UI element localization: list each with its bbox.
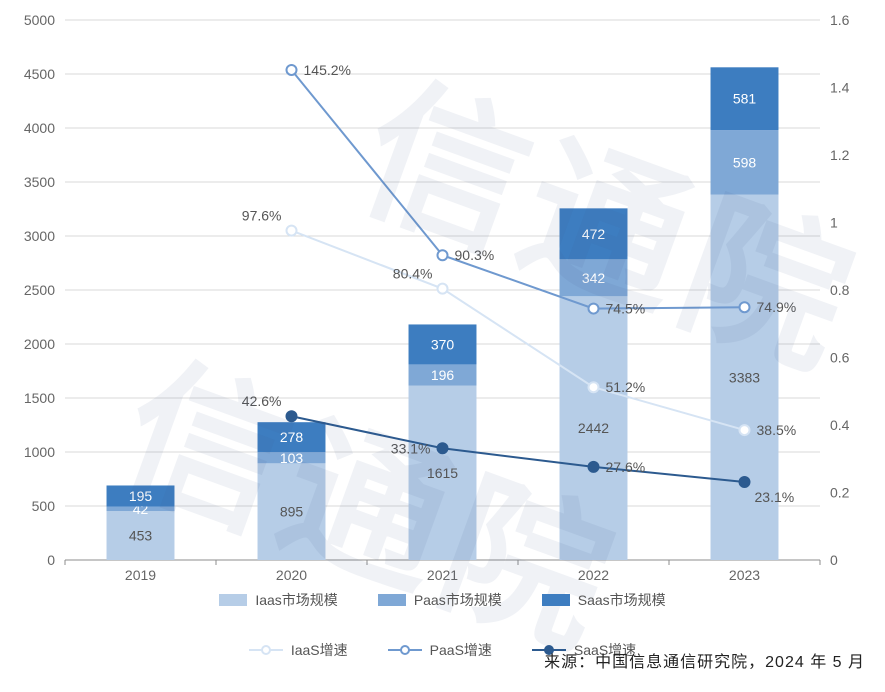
- y-right-tick: 1.4: [830, 80, 850, 96]
- line-paas_growth: [292, 70, 745, 309]
- marker-iaas_growth: [287, 226, 297, 236]
- bar-label: 453: [129, 528, 153, 544]
- bar-label: 278: [280, 429, 304, 445]
- line-point-label: 74.9%: [757, 299, 797, 315]
- y-right-tick: 0.6: [830, 350, 850, 366]
- bar-label: 342: [582, 270, 606, 286]
- marker-paas_growth: [438, 250, 448, 260]
- marker-saas_growth: [589, 462, 599, 472]
- legend-label: Iaas市场规模: [255, 590, 337, 610]
- bar-label: 1615: [427, 465, 458, 481]
- legend-label: PaaS增速: [430, 640, 492, 660]
- marker-paas_growth: [589, 304, 599, 314]
- chart-container: 信通院 信通院 05001000150020002500300035004000…: [0, 0, 885, 670]
- y-right-tick: 0.8: [830, 282, 850, 298]
- y-left-tick: 0: [47, 552, 55, 568]
- y-right-tick: 0: [830, 552, 838, 568]
- bar-label: 472: [582, 226, 606, 242]
- line-iaas_growth: [292, 231, 745, 430]
- x-tick: 2019: [125, 567, 156, 583]
- marker-paas_growth: [287, 65, 297, 75]
- bar-label: 370: [431, 336, 455, 352]
- y-left-tick: 2000: [24, 336, 55, 352]
- legend-swatch: [249, 643, 283, 657]
- legend-swatch: [378, 594, 406, 606]
- y-left-tick: 1000: [24, 444, 55, 460]
- marker-saas_growth: [438, 443, 448, 453]
- line-point-label: 74.5%: [606, 301, 646, 317]
- bar-label: 3383: [729, 369, 760, 385]
- legend-swatch: [388, 643, 422, 657]
- legend-item-paas_growth: PaaS增速: [388, 640, 492, 660]
- bar-label: 581: [733, 91, 757, 107]
- legend-item-paas_size: Paas市场规模: [378, 590, 502, 610]
- marker-paas_growth: [740, 302, 750, 312]
- legend-item-iaas_growth: IaaS增速: [249, 640, 348, 660]
- bar-label: 2442: [578, 420, 609, 436]
- y-left-tick: 2500: [24, 282, 55, 298]
- y-left-tick: 3500: [24, 174, 55, 190]
- line-point-label: 33.1%: [391, 440, 431, 456]
- y-left-tick: 5000: [24, 12, 55, 28]
- bar-label: 895: [280, 504, 304, 520]
- legend-swatch: [219, 594, 247, 606]
- y-left-tick: 1500: [24, 390, 55, 406]
- line-point-label: 51.2%: [606, 379, 646, 395]
- y-left-tick: 500: [32, 498, 56, 514]
- line-point-label: 27.6%: [606, 459, 646, 475]
- y-right-tick: 1.2: [830, 147, 850, 163]
- marker-iaas_growth: [740, 425, 750, 435]
- y-right-tick: 0.4: [830, 417, 850, 433]
- y-left-tick: 4500: [24, 66, 55, 82]
- line-point-label: 90.3%: [455, 247, 495, 263]
- x-tick: 2020: [276, 567, 307, 583]
- x-tick: 2023: [729, 567, 760, 583]
- marker-iaas_growth: [589, 382, 599, 392]
- legend-item-iaas_size: Iaas市场规模: [219, 590, 337, 610]
- line-point-label: 145.2%: [304, 62, 351, 78]
- y-left-tick: 4000: [24, 120, 55, 136]
- legend-label: Saas市场规模: [578, 590, 666, 610]
- y-right-tick: 1: [830, 215, 838, 231]
- x-tick: 2021: [427, 567, 458, 583]
- source-line: 来源：中国信息通信研究院，2024 年 5 月: [544, 648, 865, 672]
- x-tick: 2022: [578, 567, 609, 583]
- legend-label: Paas市场规模: [414, 590, 502, 610]
- marker-iaas_growth: [438, 284, 448, 294]
- bar-label: 598: [733, 154, 757, 170]
- marker-saas_growth: [740, 477, 750, 487]
- y-right-tick: 0.2: [830, 485, 850, 501]
- line-point-label: 97.6%: [242, 208, 282, 224]
- legend-swatch: [542, 594, 570, 606]
- chart-svg: 0 500 1000 1500 2000 2500 3000 3500 4000 4500 5000…: [0, 0, 885, 670]
- line-point-label: 80.4%: [393, 266, 433, 282]
- line-point-label: 42.6%: [242, 393, 282, 409]
- marker-saas_growth: [287, 411, 297, 421]
- line-point-label: 38.5%: [757, 422, 797, 438]
- bar-label: 196: [431, 367, 455, 383]
- legend-item-saas_size: Saas市场规模: [542, 590, 666, 610]
- line-point-label: 23.1%: [755, 489, 795, 505]
- bar-label: 195: [129, 488, 153, 504]
- legend-label: IaaS增速: [291, 640, 348, 660]
- y-left-tick: 3000: [24, 228, 55, 244]
- y-right-tick: 1.6: [830, 12, 850, 28]
- line-saas_growth: [292, 416, 745, 482]
